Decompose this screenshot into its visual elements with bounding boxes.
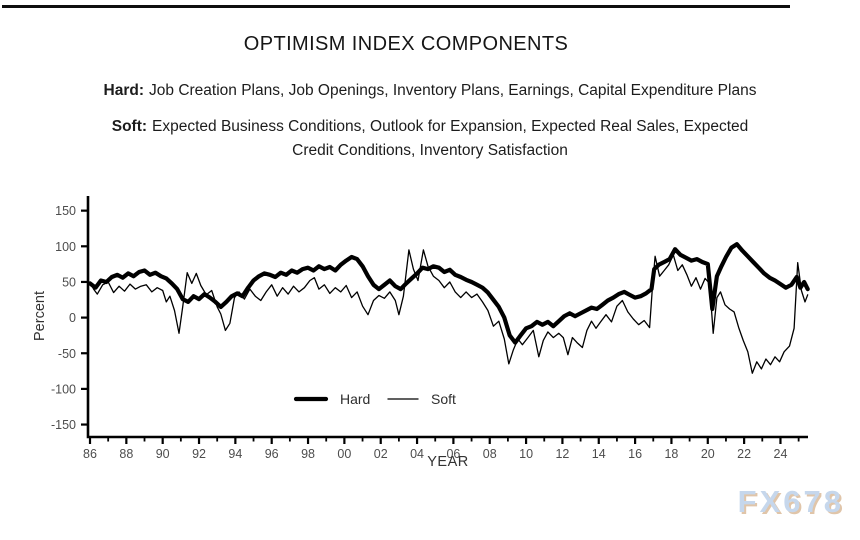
soft-label: Soft: <box>111 118 148 135</box>
x-tick-label: 98 <box>301 447 315 461</box>
fx678-watermark: FX678 <box>737 484 844 519</box>
y-tick-label: 0 <box>69 311 76 325</box>
x-tick-label: 16 <box>628 447 642 461</box>
y-tick-label: -50 <box>58 347 76 361</box>
y-tick-label: -100 <box>51 382 76 396</box>
x-tick-label: 24 <box>774 447 788 461</box>
y-tick-label: 150 <box>55 204 76 218</box>
hard-components-list: Job Creation Plans, Job Openings, Invent… <box>149 82 757 99</box>
x-tick-label: 88 <box>119 447 133 461</box>
x-tick-label: 92 <box>192 447 206 461</box>
x-tick-label: 90 <box>156 447 170 461</box>
chart-title: OPTIMISM INDEX COMPONENTS <box>243 33 569 55</box>
x-tick-label: 06 <box>446 447 460 461</box>
y-tick-label: 50 <box>62 275 76 289</box>
x-tick-label: 22 <box>737 447 751 461</box>
y-axis-title: Percent <box>32 291 48 341</box>
x-tick-label: 96 <box>265 447 279 461</box>
hard-series-line <box>87 242 810 345</box>
axes-spine <box>86 196 808 439</box>
soft-series-line <box>89 249 809 374</box>
hard-components-description: Hard: Job Creation Plans, Job Openings, I… <box>0 80 860 102</box>
soft-components-list-part1: Expected Business Conditions, Outlook fo… <box>152 118 749 135</box>
x-tick-label: 14 <box>592 447 606 461</box>
x-tick-label: 02 <box>374 447 388 461</box>
x-tick-label: 18 <box>664 447 678 461</box>
x-tick-label: 04 <box>410 447 424 461</box>
x-axis-title: YEAR <box>427 454 469 470</box>
x-tick-label: 12 <box>555 447 569 461</box>
soft-components-list-part2: Credit Conditions, Inventory Satisfactio… <box>292 142 568 159</box>
x-tick-label: 08 <box>483 447 497 461</box>
legend-soft-label: Soft <box>431 391 456 407</box>
x-tick-label: 20 <box>701 447 715 461</box>
x-tick-label: 00 <box>337 447 351 461</box>
x-tick-label: 94 <box>228 447 242 461</box>
x-tick-label: 86 <box>83 447 97 461</box>
soft-components-description-line1: Soft: Expected Business Conditions, Outlo… <box>0 116 860 138</box>
x-tick-label: 10 <box>519 447 533 461</box>
legend-hard-label: Hard <box>340 391 370 407</box>
soft-components-description-line2: Credit Conditions, Inventory Satisfactio… <box>0 140 860 162</box>
top-divider-rule <box>2 5 790 8</box>
hard-label: Hard: <box>103 82 145 99</box>
y-tick-label: 100 <box>55 240 76 254</box>
y-tick-label: -150 <box>51 418 76 432</box>
